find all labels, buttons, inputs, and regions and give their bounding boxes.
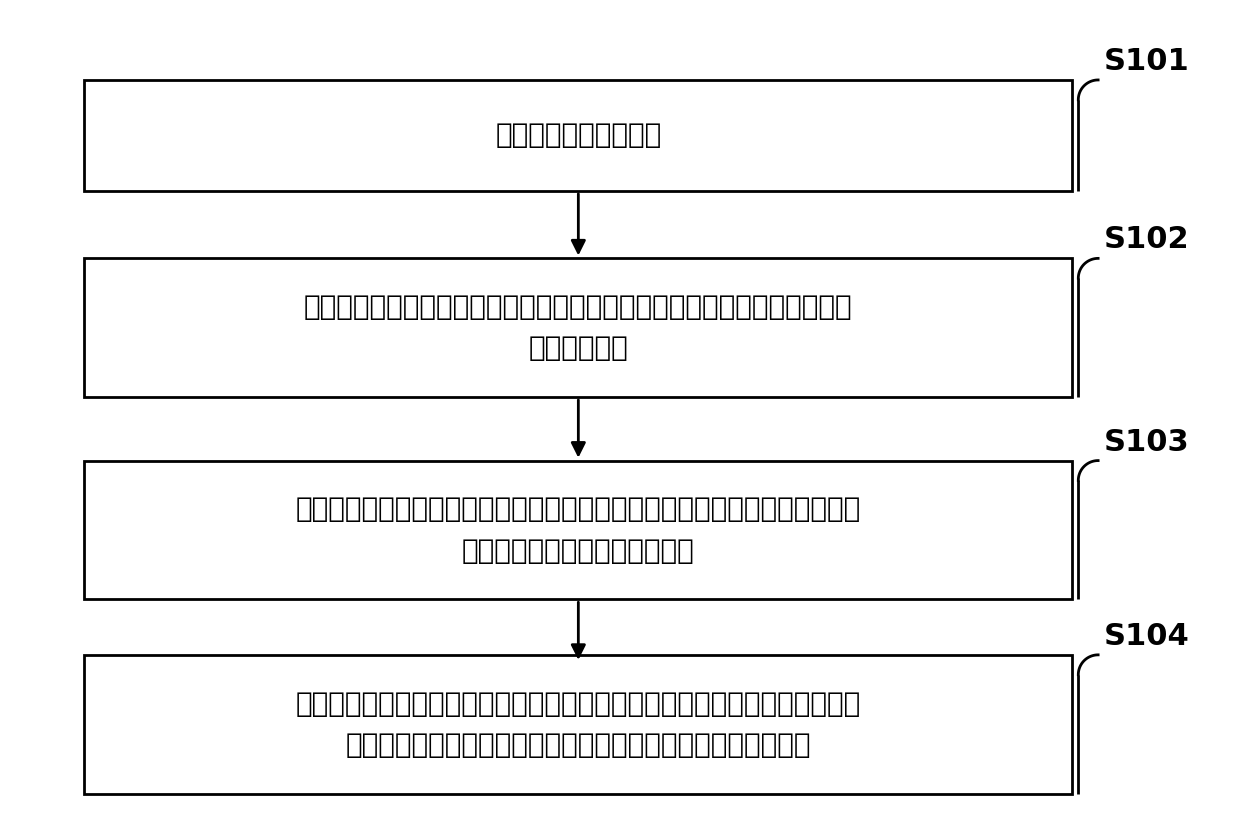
Text: S101: S101 bbox=[1104, 47, 1190, 76]
Text: S104: S104 bbox=[1104, 622, 1190, 651]
Bar bbox=[84, 80, 1073, 191]
Text: S102: S102 bbox=[1104, 225, 1189, 254]
Text: 对特征参数进行聚类分析，将脉冲分为多类，并根据分类类别号、脉冲峰值、
脉冲相位绘制单类脉冲相位分布谱图，确定局放信号与干扰信号: 对特征参数进行聚类分析，将脉冲分为多类，并根据分类类别号、脉冲峰值、 脉冲相位绘… bbox=[295, 690, 861, 759]
Text: 采集局部放电波形信号: 采集局部放电波形信号 bbox=[495, 121, 661, 150]
Text: 对局放信号进行提取，获取单个脉冲信号，记录脉冲的峰值及相位，并绘制
相位分布谱图: 对局放信号进行提取，获取单个脉冲信号，记录脉冲的峰值及相位，并绘制 相位分布谱图 bbox=[304, 293, 853, 363]
Bar bbox=[84, 461, 1073, 600]
Text: 将所提取脉冲通过多个带通滤波器，获得对应滤波器下脉冲的峰值信息，并通
过主成分析降维，获得特征参数: 将所提取脉冲通过多个带通滤波器，获得对应滤波器下脉冲的峰值信息，并通 过主成分析… bbox=[295, 496, 861, 564]
Bar bbox=[84, 655, 1073, 794]
Bar bbox=[84, 259, 1073, 397]
Text: S103: S103 bbox=[1104, 428, 1189, 457]
